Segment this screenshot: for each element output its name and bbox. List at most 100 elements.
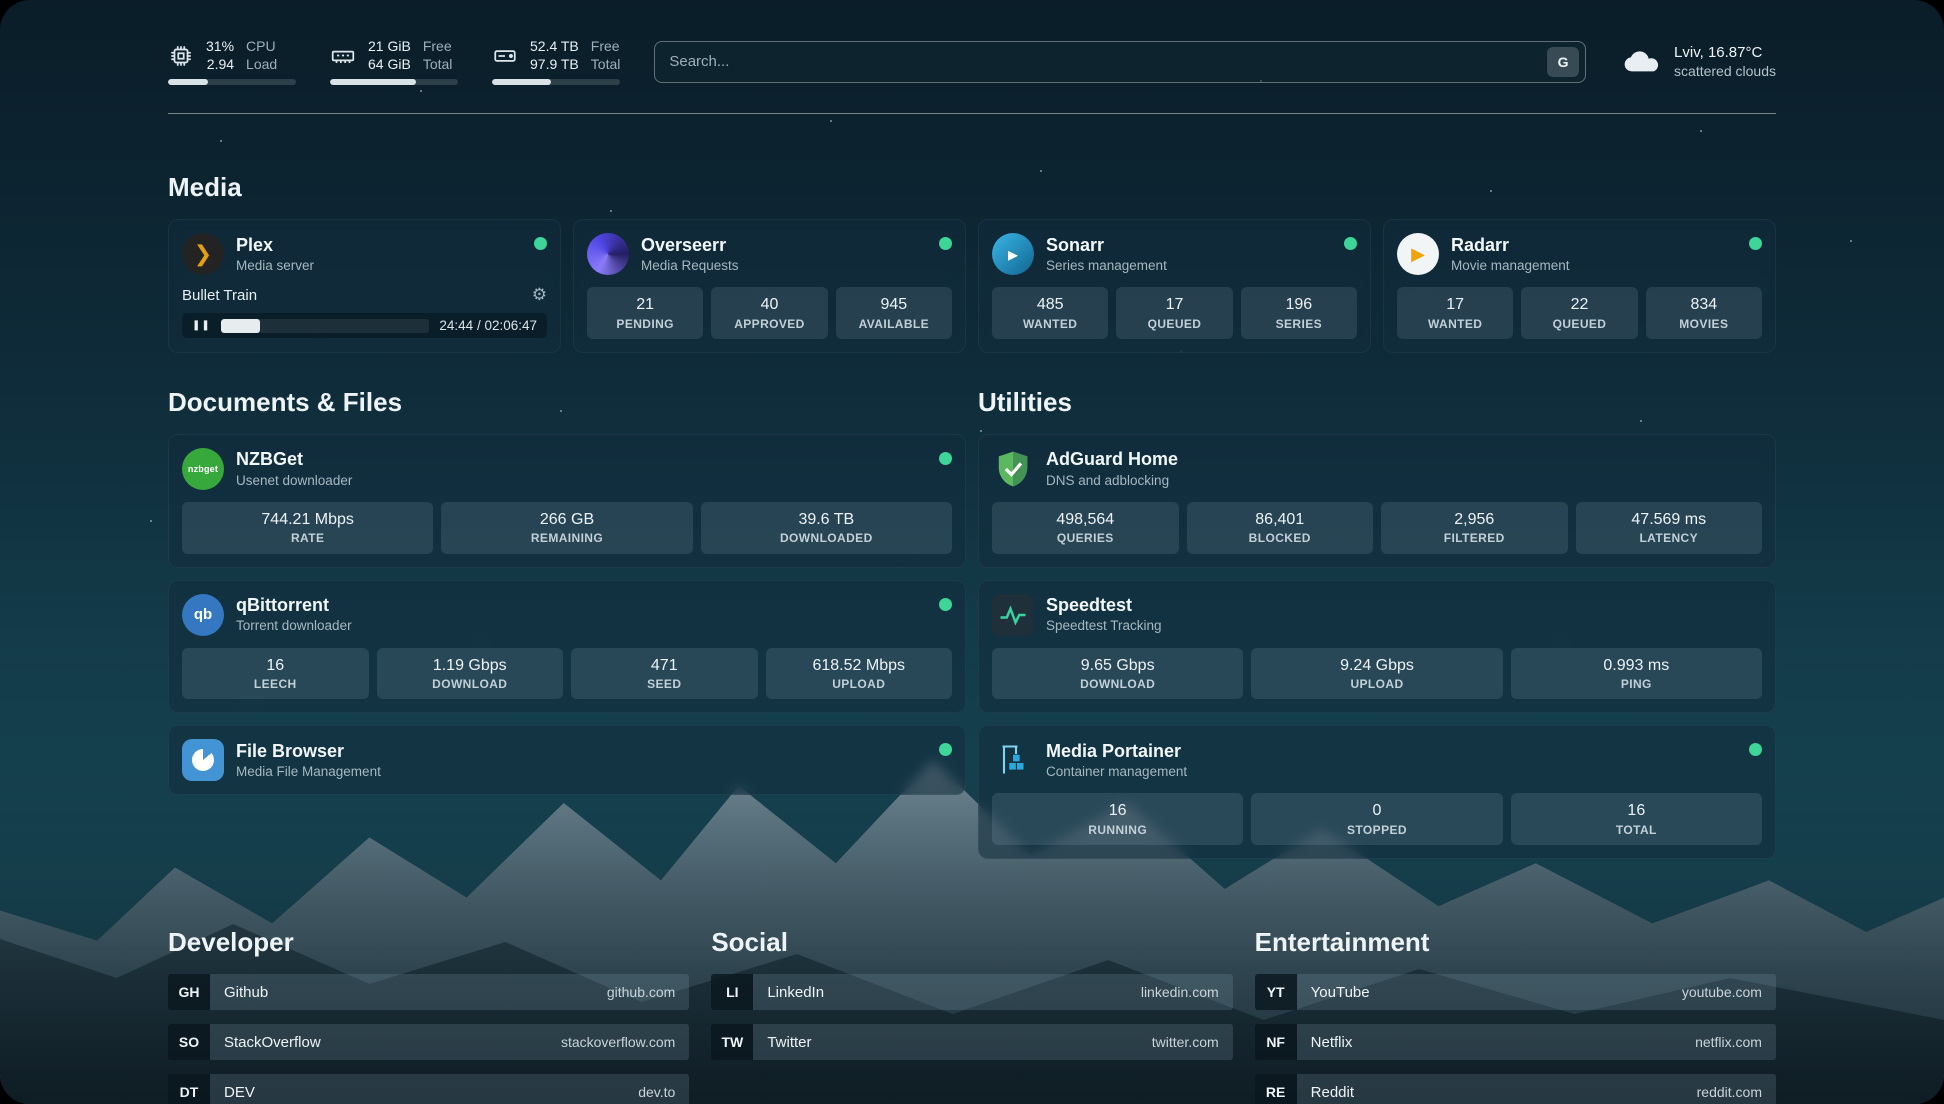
stat-running: 16 RUNNING bbox=[992, 793, 1244, 846]
section-title-utilities: Utilities bbox=[978, 386, 1072, 417]
bookmark-reddit[interactable]: RE Reddit reddit.com bbox=[1254, 1074, 1776, 1104]
stat-stopped: 0 STOPPED bbox=[1251, 793, 1503, 846]
card-speedtest[interactable]: Speedtest Speedtest Tracking 9.65 Gbps D… bbox=[978, 579, 1776, 714]
memory-total-value: 64 GiB bbox=[368, 55, 411, 72]
card-qbittorrent[interactable]: qb qBittorrent Torrent downloader 16 LEE… bbox=[168, 579, 966, 714]
bookmark-url: twitter.com bbox=[1151, 1034, 1219, 1051]
memory-usage-fill bbox=[330, 79, 416, 85]
filebrowser-icon bbox=[182, 739, 224, 782]
stat-rate: 744.21 Mbps RATE bbox=[182, 501, 434, 554]
pause-button[interactable]: ❚❚ bbox=[192, 320, 211, 331]
service-description: DNS and adblocking bbox=[1046, 472, 1170, 488]
status-online-dot bbox=[939, 237, 952, 250]
disk-usage-bar bbox=[492, 79, 621, 85]
cpu-chip-icon bbox=[171, 45, 191, 66]
bookmark-abbr: GH bbox=[168, 974, 210, 1011]
card-portainer[interactable]: Media Portainer Container management 16 … bbox=[978, 725, 1776, 860]
playback-progress-track[interactable] bbox=[220, 318, 430, 333]
weather-widget[interactable]: Lviv, 16.87°C scattered clouds bbox=[1620, 43, 1776, 81]
stat-wanted: 485 WANTED bbox=[992, 287, 1109, 339]
memory-free-value: 21 GiB bbox=[368, 38, 411, 54]
disk-free-value: 52.4 TB bbox=[530, 38, 579, 54]
section-media: Media ❯ Plex Media server Bullet Tr bbox=[168, 172, 1776, 353]
memory-ram-icon bbox=[331, 50, 355, 63]
bookmark-url: reddit.com bbox=[1696, 1084, 1762, 1101]
bookmark-abbr: RE bbox=[1254, 1074, 1297, 1104]
status-online-dot bbox=[939, 597, 952, 611]
section-title-developer: Developer bbox=[168, 927, 294, 958]
stat-upload: 618.52 Mbps UPLOAD bbox=[765, 647, 952, 700]
stat-queries: 498,564 QUERIES bbox=[992, 501, 1179, 554]
service-description: Container management bbox=[1046, 764, 1188, 780]
card-radarr[interactable]: ▶ Radarr Movie management 17 WANTED bbox=[1383, 219, 1776, 353]
radarr-icon: ▶ bbox=[1397, 233, 1439, 275]
bookmark-linkedin[interactable]: LI LinkedIn linkedin.com bbox=[711, 974, 1233, 1011]
service-name: Speedtest bbox=[1046, 595, 1133, 616]
bookmark-abbr: TW bbox=[711, 1024, 754, 1061]
service-description: Media server bbox=[236, 257, 315, 273]
stat-series: 196 SERIES bbox=[1240, 287, 1357, 339]
status-online-dot bbox=[939, 451, 952, 465]
status-online-dot bbox=[1749, 743, 1762, 757]
bookmark-abbr: NF bbox=[1254, 1024, 1297, 1061]
bookmark-dev[interactable]: DT DEV dev.to bbox=[168, 1074, 690, 1104]
nzbget-icon: nzbget bbox=[182, 447, 224, 490]
stat-ping: 0.993 ms PING bbox=[1510, 647, 1762, 700]
disk-usage-fill bbox=[492, 79, 552, 85]
section-utilities: Utilities bbox=[978, 386, 1776, 860]
stat-pending: 21 PENDING bbox=[587, 287, 704, 339]
bookmark-netflix[interactable]: NF Netflix netflix.com bbox=[1254, 1024, 1776, 1061]
stat-approved: 40 APPROVED bbox=[711, 287, 828, 339]
stat-queued: 22 QUEUED bbox=[1521, 287, 1638, 339]
search-bar[interactable]: G bbox=[654, 40, 1587, 83]
bookmark-stackoverflow[interactable]: SO StackOverflow stackoverflow.com bbox=[168, 1024, 690, 1061]
adguard-shield-icon bbox=[992, 448, 1034, 490]
stat-total: 16 TOTAL bbox=[1510, 793, 1762, 846]
bookmark-abbr: SO bbox=[168, 1024, 210, 1061]
status-online-dot bbox=[534, 237, 547, 250]
section-title-documents: Documents & Files bbox=[168, 386, 403, 417]
bookmark-name: StackOverflow bbox=[224, 1033, 321, 1051]
card-nzbget[interactable]: nzbget NZBGet Usenet downloader 744.21 M… bbox=[168, 433, 966, 568]
cpu-usage-bar bbox=[168, 79, 296, 85]
service-description: Speedtest Tracking bbox=[1046, 618, 1162, 634]
cpu-load-value: 2.94 bbox=[206, 55, 235, 72]
service-name: AdGuard Home bbox=[1046, 449, 1179, 470]
bookmark-url: dev.to bbox=[638, 1084, 676, 1101]
stat-filtered: 2,956 FILTERED bbox=[1381, 501, 1568, 554]
stars-decoration bbox=[0, 0, 2, 2]
card-plex[interactable]: ❯ Plex Media server Bullet Train ⚙ bbox=[168, 219, 561, 353]
section-title-entertainment: Entertainment bbox=[1254, 927, 1430, 958]
service-name: Plex bbox=[236, 234, 274, 255]
memory-usage-bar bbox=[330, 79, 458, 85]
bookmark-url: linkedin.com bbox=[1140, 984, 1219, 1001]
cpu-label: CPU bbox=[246, 38, 276, 54]
bookmark-name: YouTube bbox=[1310, 983, 1370, 1001]
stat-download: 9.65 Gbps DOWNLOAD bbox=[992, 647, 1244, 700]
status-online-dot bbox=[1749, 237, 1762, 250]
speedtest-icon bbox=[992, 593, 1034, 636]
sonarr-icon: ▸ bbox=[992, 233, 1034, 275]
stat-latency: 47.569 ms LATENCY bbox=[1575, 501, 1762, 554]
bookmark-url: stackoverflow.com bbox=[560, 1034, 676, 1051]
bookmark-twitter[interactable]: TW Twitter twitter.com bbox=[711, 1024, 1233, 1061]
card-sonarr[interactable]: ▸ Sonarr Series management 485 WANTED bbox=[978, 219, 1371, 353]
card-adguard[interactable]: AdGuard Home DNS and adblocking 498,564 … bbox=[978, 433, 1776, 568]
section-entertainment: Entertainment YT YouTube youtube.com NF … bbox=[1254, 927, 1776, 1104]
card-overseerr[interactable]: Overseerr Media Requests 21 PENDING 40 A… bbox=[573, 219, 966, 353]
bookmark-abbr: DT bbox=[168, 1074, 210, 1104]
card-filebrowser[interactable]: File Browser Media File Management bbox=[168, 725, 966, 796]
stat-leech: 16 LEECH bbox=[182, 647, 369, 700]
status-online-dot bbox=[939, 743, 952, 757]
search-provider-button[interactable]: G bbox=[1547, 46, 1580, 77]
search-input[interactable] bbox=[669, 53, 1548, 70]
service-name: Sonarr bbox=[1046, 234, 1105, 255]
section-title-social: Social bbox=[711, 927, 788, 958]
bookmark-github[interactable]: GH Github github.com bbox=[168, 974, 690, 1011]
settings-gear-icon[interactable]: ⚙ bbox=[531, 285, 547, 304]
bookmark-url: netflix.com bbox=[1695, 1034, 1762, 1051]
playback-progress-fill bbox=[220, 318, 261, 333]
bookmark-youtube[interactable]: YT YouTube youtube.com bbox=[1254, 974, 1776, 1011]
service-description: Usenet downloader bbox=[236, 472, 353, 488]
